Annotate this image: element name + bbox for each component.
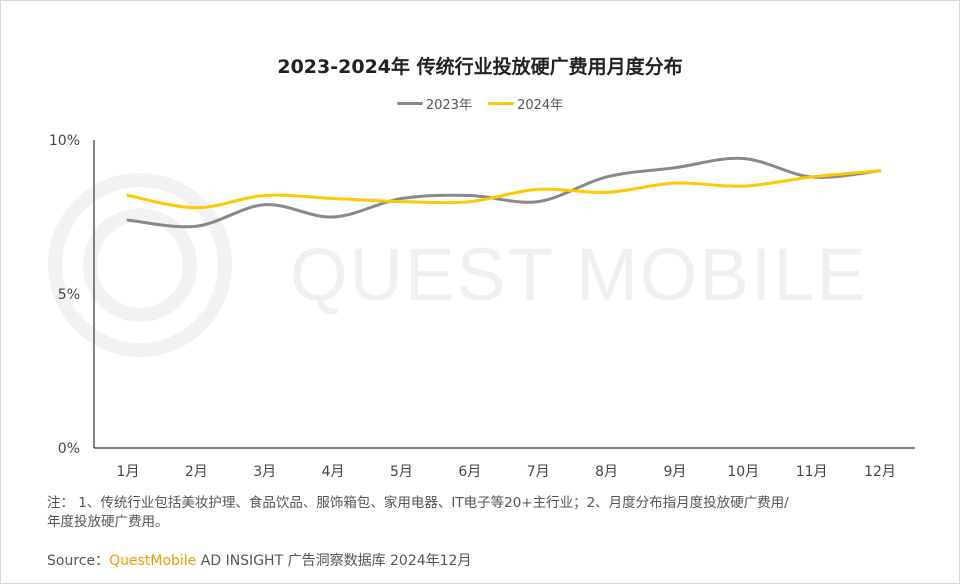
y-tick-label: 10% [49, 133, 80, 149]
x-tick-label: 3月 [253, 464, 276, 480]
x-tick-label: 7月 [527, 464, 550, 480]
y-tick-label: 0% [58, 441, 80, 457]
legend-item-2023[interactable]: 2023年 [396, 94, 472, 113]
chart-title: 2023-2024年 传统行业投放硬广费用月度分布 [277, 56, 683, 78]
source-text: AD INSIGHT 广告洞察数据库 2024年12月 [196, 553, 472, 569]
legend: 2023年 2024年 [0, 94, 960, 113]
x-tick-label: 6月 [458, 464, 481, 480]
x-tick-label: 2月 [185, 464, 208, 480]
x-tick-label: 8月 [595, 464, 618, 480]
x-tick-label: 4月 [322, 464, 345, 480]
x-tick-label: 5月 [390, 464, 413, 480]
x-tick-label: 12月 [864, 464, 896, 480]
watermark-text: QUEST MOBILE [290, 233, 868, 316]
x-tick-label: 11月 [796, 464, 828, 480]
legend-swatch-2023 [396, 102, 423, 105]
legend-label-2024: 2024年 [517, 98, 564, 113]
legend-swatch-2024 [488, 102, 515, 105]
source-brand: QuestMobile [109, 553, 197, 569]
x-tick-label: 10月 [727, 464, 759, 480]
y-tick-label: 5% [58, 287, 80, 303]
legend-item-2024[interactable]: 2024年 [488, 94, 563, 113]
legend-label-2023: 2023年 [425, 98, 472, 113]
series-line-2024年 [126, 169, 882, 210]
source-line: Source：QuestMobile AD INSIGHT 广告洞察数据库 20… [47, 550, 471, 570]
footnote: 注： 1、传统行业包括美妆护理、食品饮品、服饰箱包、家用电器、IT电子等20+主… [47, 494, 927, 532]
x-tick-label: 9月 [663, 464, 686, 480]
footnote-line-1: 注： 1、传统行业包括美妆护理、食品饮品、服饰箱包、家用电器、IT电子等20+主… [47, 495, 789, 511]
source-label: Source： [47, 553, 110, 569]
footnote-line-2: 年度投放硬广费用。 [47, 514, 169, 530]
series-line-2023年 [126, 156, 882, 229]
x-tick-label: 1月 [117, 464, 140, 480]
